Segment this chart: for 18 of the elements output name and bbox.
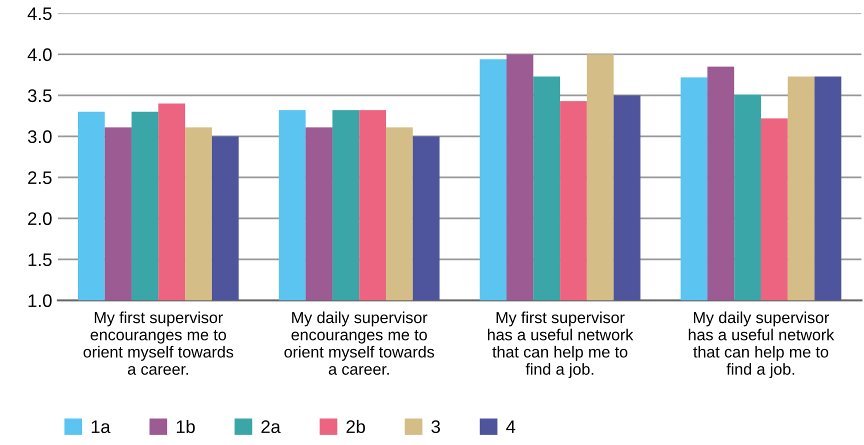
legend-label: 4 bbox=[506, 420, 516, 433]
y-tick-label: 3.5 bbox=[28, 89, 52, 102]
y-tick-label: 4.5 bbox=[28, 7, 52, 20]
x-tick-label: My first supervisor has a useful network that can help me to find a job. bbox=[488, 311, 634, 378]
y-tick-label: 4.0 bbox=[28, 48, 52, 62]
legend-label: 1a bbox=[92, 420, 110, 434]
x-tick-label: My first supervisor encouranges me to orient myself towards a career. bbox=[84, 311, 234, 375]
legend-label: 1b bbox=[176, 420, 195, 434]
legend-label: 3 bbox=[431, 420, 440, 434]
legend-label: 2a bbox=[261, 420, 281, 434]
x-tick-label: My daily supervisor has a useful network that can help me to find a job. bbox=[688, 311, 834, 378]
y-tick-label: 1.5 bbox=[28, 253, 52, 266]
legend-label: 2b bbox=[346, 420, 365, 434]
y-tick-label: 2.0 bbox=[28, 212, 52, 226]
y-tick-label: 2.5 bbox=[28, 171, 52, 184]
y-tick-label: 1.0 bbox=[28, 294, 52, 308]
y-tick-label: 3.0 bbox=[28, 130, 52, 144]
x-tick-label: My daily supervisor encouranges me to orient myself towards a career. bbox=[284, 311, 434, 375]
